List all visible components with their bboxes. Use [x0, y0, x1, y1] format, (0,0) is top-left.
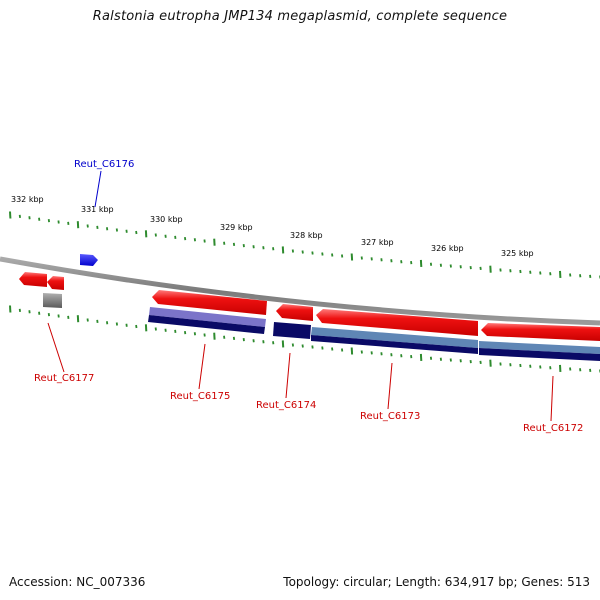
map-title: Ralstonia eutropha JMP134 megaplasmid, c… [92, 9, 508, 24]
accession-text: Accession: NC_007336 [9, 575, 146, 589]
label-leader-c6174 [285, 352, 291, 399]
topology-summary: Topology: circular; Length: 634,917 bp; … [283, 575, 590, 589]
gene-label-reut-c6174[interactable]: Reut_C6174 [256, 400, 316, 411]
label-leader-c6173 [387, 362, 393, 410]
gene-reut-c6176[interactable] [80, 254, 98, 266]
scale-label-329: 329 kbp [220, 223, 253, 232]
label-leader-c6175 [198, 343, 206, 390]
gene-reut-c6172[interactable] [481, 323, 600, 341]
gene-label-reut-c6172[interactable]: Reut_C6172 [523, 423, 583, 434]
feature-c6172-steel [479, 341, 600, 354]
scale-label-326: 326 kbp [431, 244, 464, 253]
gene-reut-c6173[interactable] [316, 309, 478, 336]
gene-reut-c6175[interactable] [152, 290, 267, 315]
label-leader-c6172 [550, 375, 554, 422]
label-leader-c6177 [47, 322, 65, 373]
scale-label-327: 327 kbp [361, 238, 394, 247]
gene-reut-c6177-a[interactable] [19, 272, 47, 287]
feature-c6173-navy [311, 335, 478, 354]
scale-label-330: 330 kbp [150, 215, 183, 224]
scale-label-325: 325 kbp [501, 249, 534, 258]
gene-label-reut-c6176[interactable]: Reut_C6176 [74, 159, 134, 170]
gene-label-reut-c6177[interactable]: Reut_C6177 [34, 373, 94, 384]
gene-reut-c6177-gray[interactable] [43, 293, 62, 308]
feature-c6172-navy [479, 348, 600, 361]
label-leader-c6176 [94, 170, 102, 208]
scale-label-332: 332 kbp [11, 195, 44, 204]
gene-reut-c6177-b[interactable] [47, 276, 64, 290]
scale-label-331: 331 kbp [81, 205, 114, 214]
scale-ticks-lower [9, 305, 600, 373]
gene-label-reut-c6173[interactable]: Reut_C6173 [360, 411, 420, 422]
feature-c6175-lavender [149, 307, 266, 327]
feature-c6175-navy [148, 315, 265, 334]
feature-c6173-steel [311, 327, 478, 348]
genome-backbone [0, 256, 600, 326]
feature-c6174-navy [273, 322, 311, 339]
gene-reut-c6174[interactable] [276, 304, 313, 321]
scale-ticks-upper [9, 211, 600, 279]
scale-label-328: 328 kbp [290, 231, 323, 240]
gene-label-reut-c6175[interactable]: Reut_C6175 [170, 391, 230, 402]
